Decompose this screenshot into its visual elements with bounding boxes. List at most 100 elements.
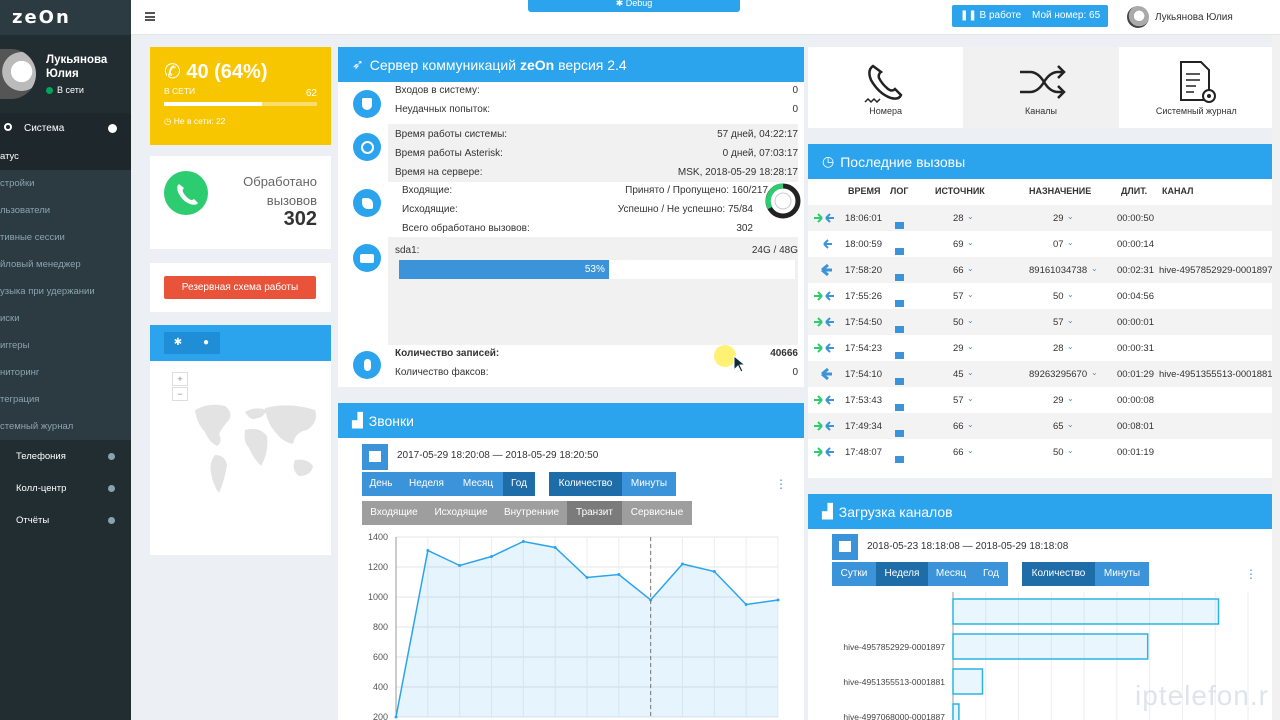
table-row[interactable]: 17:53:43 57 29 00:00:08 ⌄ ⌄ [808,387,1274,413]
calls-chart[interactable]: 1400 1200 1000 800 600 400 200 [338,523,804,720]
more-options-icon[interactable]: ⋮ [1245,567,1257,581]
period-day-tab[interactable]: День [362,472,400,496]
load-date-range[interactable]: 2018-05-23 18:18:08 — 2018-05-29 18:18:0… [867,541,1069,552]
chevron-down-icon[interactable]: ⌄ [1091,264,1098,273]
call-destination[interactable]: 50 [1053,447,1064,458]
map-zoom-out-button[interactable]: − [172,387,188,401]
more-options-icon[interactable]: ⋮ [775,477,787,491]
load-period-week-tab[interactable]: Неделя [876,562,928,586]
sidebar-item-settings[interactable]: стройки [0,178,35,189]
chevron-down-icon[interactable]: ⌄ [967,446,974,455]
call-destination[interactable]: 29 [1053,395,1064,406]
shortcut-system-log[interactable]: Системный журнал [1118,47,1274,128]
calendar-button[interactable] [832,534,858,560]
table-row[interactable]: 18:06:01 28 29 00:00:50 ⌄ ⌄ [808,205,1274,231]
sidebar-item-disks[interactable]: иски [0,313,20,324]
table-row[interactable]: 17:54:23 29 28 00:00:31 ⌄ ⌄ [808,335,1274,361]
table-row[interactable]: 17:58:20 66 89161034738 00:02:31 hive-495785… [808,257,1274,283]
metric-minutes-tab[interactable]: Минуты [622,472,676,496]
chevron-down-icon[interactable]: ⌄ [1067,238,1074,247]
sidebar-item-call-center[interactable]: Колл-центр [0,472,131,504]
type-transit-tab[interactable]: Транзит [567,501,622,525]
bug-filter-button[interactable]: ✱ [164,332,192,354]
chevron-down-icon[interactable]: ⌄ [967,264,974,273]
chevron-down-icon[interactable]: ⌄ [967,394,974,403]
sidebar-item-file-manager[interactable]: йловый менеджер [0,259,81,270]
user-filter-button[interactable]: ● [192,332,220,354]
chevron-down-icon[interactable]: ⌄ [967,420,974,429]
table-row[interactable]: 17:54:10 45 89263295670 00:01:29 hive-495135… [808,361,1274,387]
my-number-button[interactable]: Мой номер: 65 [1024,5,1109,27]
metric-count-tab[interactable]: Количество [549,472,622,496]
period-week-tab[interactable]: Неделя [400,472,453,496]
call-destination[interactable]: 65 [1053,421,1064,432]
load-period-year-tab[interactable]: Год [974,562,1008,586]
chevron-down-icon[interactable]: ⌄ [1067,446,1074,455]
call-source[interactable]: 57 [953,395,964,406]
table-row[interactable]: 17:54:50 50 57 00:00:01 ⌄ ⌄ [808,309,1274,335]
chevron-down-icon[interactable]: ⌄ [1067,342,1074,351]
sidebar-item-integration[interactable]: теграция [0,394,40,405]
chevron-down-icon[interactable]: ⌄ [1067,394,1074,403]
sidebar-section-system[interactable]: Система [0,113,131,143]
page-scrollbar[interactable] [1272,35,1280,720]
table-row[interactable]: 18:00:59 69 07 00:00:14 ⌄ ⌄ [808,231,1274,257]
sidebar-item-system-log[interactable]: стемный журнал [0,421,74,432]
call-source[interactable]: 69 [953,239,964,250]
type-incoming-tab[interactable]: Входящие [362,501,426,525]
load-period-day-tab[interactable]: Сутки [832,562,876,586]
call-destination[interactable]: 57 [1053,317,1064,328]
table-row[interactable]: 17:55:26 57 50 00:04:56 ⌄ ⌄ [808,283,1274,309]
app-logo[interactable]: zeOn [0,0,131,35]
period-month-tab[interactable]: Месяц [453,472,503,496]
call-source[interactable]: 57 [953,291,964,302]
calendar-button[interactable] [362,444,388,470]
call-destination[interactable]: 89161034738 [1029,265,1088,276]
call-source[interactable]: 66 [953,265,964,276]
load-period-month-tab[interactable]: Месяц [928,562,974,586]
chevron-down-icon[interactable]: ⌄ [967,238,974,247]
call-source[interactable]: 50 [953,317,964,328]
chevron-down-icon[interactable]: ⌄ [1067,212,1074,221]
call-source[interactable]: 28 [953,213,964,224]
call-destination[interactable]: 50 [1053,291,1064,302]
top-user-menu[interactable]: Лукьянова Юлия [1127,6,1233,28]
chevron-down-icon[interactable]: ⌄ [967,290,974,299]
load-metric-count-tab[interactable]: Количество [1022,562,1095,586]
call-destination[interactable]: 89263295670 [1029,369,1088,380]
sidebar-item-active-sessions[interactable]: тивные сессии [0,232,65,243]
period-year-tab[interactable]: Год [503,472,535,496]
world-map[interactable] [190,400,320,505]
chevron-down-icon[interactable]: ⌄ [967,342,974,351]
sidebar-item-reports[interactable]: Отчёты [0,504,131,536]
call-source[interactable]: 45 [953,369,964,380]
chevron-down-icon[interactable]: ⌄ [1091,368,1098,377]
chevron-down-icon[interactable]: ⌄ [1067,316,1074,325]
shortcut-channels[interactable]: Каналы [963,47,1119,128]
call-destination[interactable]: 28 [1053,343,1064,354]
sidebar-item-hold-music[interactable]: узыка при удержании [0,286,95,297]
call-source[interactable]: 66 [953,447,964,458]
map-zoom-in-button[interactable]: + [172,372,188,386]
type-service-tab[interactable]: Сервисные [622,501,692,525]
call-source[interactable]: 29 [953,343,964,354]
chevron-down-icon[interactable]: ⌄ [1067,420,1074,429]
sidebar-item-triggers[interactable]: иггеры [0,340,30,351]
chevron-down-icon[interactable]: ⌄ [967,368,974,377]
table-row[interactable]: 17:48:07 66 50 00:01:19 ⌄ ⌄ [808,439,1274,465]
chevron-down-icon[interactable]: ⌄ [1067,290,1074,299]
call-destination[interactable]: 29 [1053,213,1064,224]
call-source[interactable]: 66 [953,421,964,432]
menu-toggle-icon[interactable] [145,12,155,21]
chevron-down-icon[interactable]: ⌄ [967,316,974,325]
load-metric-minutes-tab[interactable]: Минуты [1095,562,1149,586]
table-row[interactable]: 17:49:34 66 65 00:08:01 ⌄ ⌄ [808,413,1274,439]
work-status-button[interactable]: ❚❚ В работе [952,5,1030,27]
type-outgoing-tab[interactable]: Исходящие [426,501,496,525]
sidebar-item-users[interactable]: льзователи [0,205,51,216]
chevron-down-icon[interactable]: ⌄ [967,212,974,221]
shortcut-numbers[interactable]: Номера [808,47,964,128]
sidebar-item-status[interactable]: атус [0,143,131,170]
sidebar-item-monitoring[interactable]: ниторинг [0,367,40,378]
type-internal-tab[interactable]: Внутренние [496,501,567,525]
